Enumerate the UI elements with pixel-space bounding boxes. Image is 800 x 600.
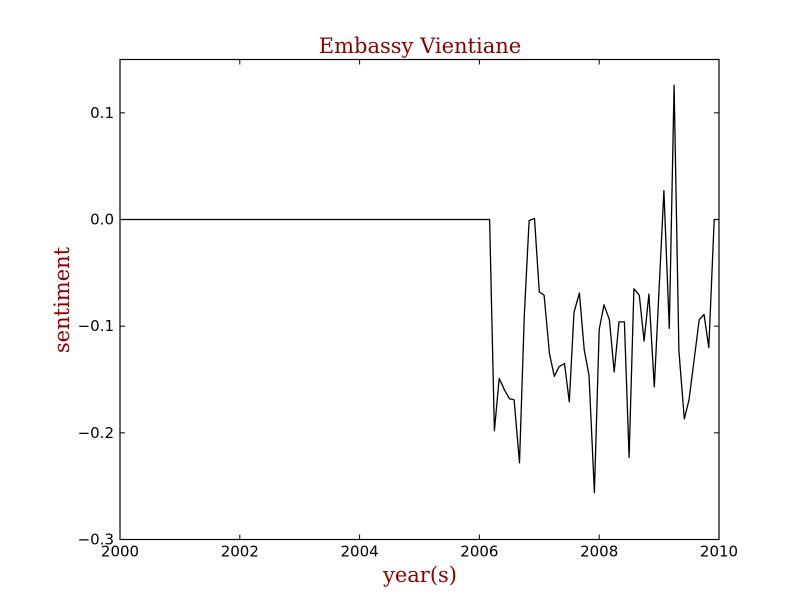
x-axis-label: year(s) xyxy=(382,563,457,587)
chart-title: Embassy Vientiane xyxy=(319,34,521,58)
x-tick-label: 2008 xyxy=(580,543,618,561)
y-axis: −0.3 −0.2 −0.1 0.0 0.1 xyxy=(78,104,719,549)
y-axis-label: sentiment xyxy=(50,246,74,353)
plot-frame xyxy=(119,58,720,541)
y-tick-label: 0.1 xyxy=(90,104,114,122)
x-axis: 2000 2002 2004 2006 2008 2010 xyxy=(101,59,738,561)
y-tick-label: −0.1 xyxy=(78,317,114,335)
x-tick-label: 2006 xyxy=(460,543,498,561)
series-line xyxy=(120,84,719,494)
x-tick-label: 2004 xyxy=(341,543,379,561)
plot-area xyxy=(120,84,719,494)
x-tick-label: 2010 xyxy=(700,543,738,561)
x-tick-label: 2000 xyxy=(101,543,139,561)
y-tick-label: 0.0 xyxy=(90,211,114,229)
y-tick-label: −0.2 xyxy=(78,424,114,442)
x-tick-label: 2002 xyxy=(221,543,259,561)
y-tick-label: −0.3 xyxy=(78,531,114,549)
